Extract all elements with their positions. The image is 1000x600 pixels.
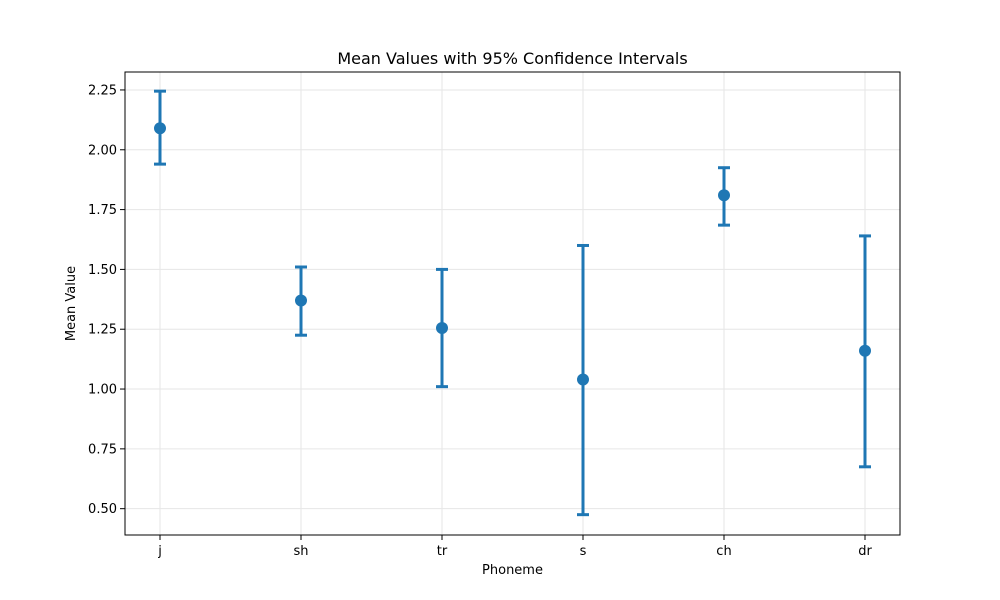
x-tick-label: s <box>580 544 587 559</box>
x-tick-label: ch <box>716 544 731 559</box>
y-tick-label: 1.50 <box>88 263 117 278</box>
y-tick-label: 1.25 <box>88 323 117 338</box>
mean-point-sh <box>295 294 307 307</box>
x-tick-label: j <box>157 544 162 559</box>
x-axis-label: Phoneme <box>482 563 543 578</box>
mean-point-ch <box>718 189 730 202</box>
mean-point-dr <box>859 344 871 357</box>
x-tick-label: dr <box>858 544 872 559</box>
y-tick-label: 2.00 <box>88 143 117 158</box>
y-axis-label: Mean Value <box>64 266 79 341</box>
mean-points <box>154 122 871 386</box>
y-tick-label: 2.25 <box>88 83 117 98</box>
mean-point-tr <box>436 322 448 335</box>
x-tick-label: sh <box>293 544 308 559</box>
grid <box>125 72 900 535</box>
x-tick-label: tr <box>437 544 448 559</box>
y-tick-label: 1.75 <box>88 203 117 218</box>
mean-point-j <box>154 122 166 135</box>
x-axis-ticks: j sh tr s ch dr <box>157 535 872 559</box>
chart-title: Mean Values with 95% Confidence Interval… <box>337 49 687 68</box>
y-tick-label: 0.50 <box>88 502 117 517</box>
error-bars <box>154 89 871 517</box>
y-tick-label: 1.00 <box>88 383 117 398</box>
y-axis-ticks: 0.50 0.75 1.00 1.25 1.50 1.75 2.00 2.25 <box>88 83 125 517</box>
y-tick-label: 0.75 <box>88 442 117 457</box>
plot-area-frame <box>124 71 901 536</box>
mean-point-s <box>577 373 589 386</box>
